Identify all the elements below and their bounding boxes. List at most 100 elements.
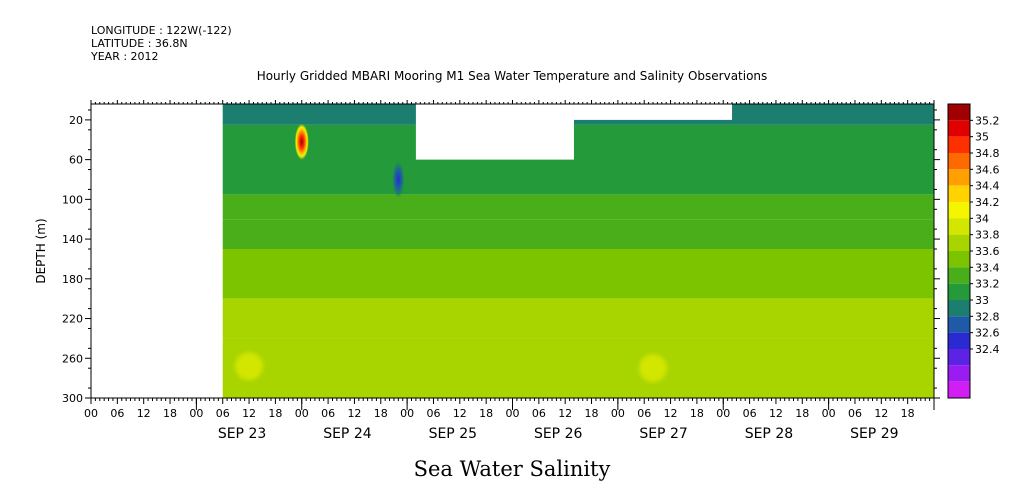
colorbar-label: 33.2 <box>975 278 1000 291</box>
colorbar-swatch <box>948 349 970 366</box>
salinity-band <box>222 249 934 299</box>
colorbar-label: 33.4 <box>975 261 1000 274</box>
colorbar-swatch <box>948 234 970 251</box>
colorbar-swatch <box>948 202 970 219</box>
colorbar-label: 32.4 <box>975 343 1000 356</box>
x-tick-label: 12 <box>664 407 678 420</box>
x-tick-label: 06 <box>321 407 335 420</box>
salinity-band <box>222 298 934 339</box>
x-tick-label: 18 <box>374 407 388 420</box>
colorbar-label: 35 <box>975 131 989 144</box>
high-salinity-spot <box>294 123 309 160</box>
x-tick-label: 18 <box>901 407 915 420</box>
y-tick-label: 140 <box>62 233 83 246</box>
x-tick-label: 00 <box>295 407 309 420</box>
x-tick-label: 06 <box>637 407 651 420</box>
x-tick-label: 00 <box>611 407 625 420</box>
colorbar-swatch <box>948 185 970 202</box>
colorbar-label: 34.2 <box>975 196 1000 209</box>
x-tick-label: 00 <box>506 407 520 420</box>
salinity-band <box>222 338 934 398</box>
colorbar-swatch <box>948 267 970 284</box>
x-day-label: SEP 27 <box>639 426 687 442</box>
data-gaps <box>415 104 733 160</box>
y-tick-label: 220 <box>62 313 83 326</box>
x-tick-label: 18 <box>795 407 809 420</box>
data-gap <box>573 104 733 120</box>
colorbar-label: 35.2 <box>975 114 1000 127</box>
colorbar-label: 34.4 <box>975 180 1000 193</box>
colorbar-label: 34.8 <box>975 147 1000 160</box>
colorbar-swatch <box>948 332 970 349</box>
salinity-field <box>222 104 934 398</box>
colorbar-swatch <box>948 120 970 137</box>
x-tick-label: 18 <box>690 407 704 420</box>
data-gap <box>415 104 574 160</box>
x-tick-label: 18 <box>163 407 177 420</box>
colorbar-swatch <box>948 283 970 300</box>
colorbar-swatch <box>948 136 970 153</box>
y-axis: 20 60 100 140 180 220 260 300 <box>62 109 940 405</box>
x-day-label: SEP 28 <box>745 426 793 442</box>
x-day-label: SEP 24 <box>323 426 372 442</box>
salinity-band <box>222 194 934 220</box>
x-tick-label: 12 <box>453 407 467 420</box>
x-tick-label: 06 <box>110 407 124 420</box>
x-tick-label: 06 <box>216 407 230 420</box>
salinity-features <box>235 123 667 383</box>
y-tick-label: 260 <box>62 352 83 365</box>
x-tick-label: 00 <box>400 407 414 420</box>
colorbar-label: 34 <box>975 212 989 225</box>
y-tick-label: 20 <box>69 114 83 127</box>
colorbar-label: 33 <box>975 294 989 307</box>
x-day-label: SEP 26 <box>534 426 583 442</box>
colorbar-swatch <box>948 153 970 170</box>
colorbar-label: 32.6 <box>975 327 1000 340</box>
x-day-label: SEP 25 <box>429 426 477 442</box>
colorbar: 35.2 35 34.8 34.6 34.4 34.2 34 33.8 33.6 33.4 33.2… <box>947 103 1000 399</box>
colorbar-swatch <box>948 316 970 333</box>
salinity-patch <box>235 352 264 381</box>
x-tick-label: 00 <box>822 407 836 420</box>
x-tick-label: 00 <box>716 407 730 420</box>
y-tick-label: 180 <box>62 273 83 286</box>
x-tick-label: 18 <box>268 407 282 420</box>
latitude-label: LATITUDE : 36.8N <box>91 37 188 50</box>
x-tick-label: 06 <box>532 407 546 420</box>
x-tick-label: 00 <box>189 407 203 420</box>
y-tick-label: 60 <box>69 154 83 167</box>
colorbar-swatch <box>948 218 970 235</box>
x-tick-label: 18 <box>479 407 493 420</box>
x-tick-label: 12 <box>242 407 256 420</box>
x-tick-label: 06 <box>426 407 440 420</box>
colorbar-label: 32.8 <box>975 310 1000 323</box>
x-tick-label: 06 <box>743 407 757 420</box>
x-tick-label: 12 <box>874 407 888 420</box>
low-salinity-spot <box>392 161 405 198</box>
y-tick-label: 100 <box>62 193 83 206</box>
colorbar-label: 34.6 <box>975 163 1000 176</box>
x-axis-label: Sea Water Salinity <box>414 457 611 481</box>
x-day-label: SEP 23 <box>218 426 266 442</box>
x-tick-label: 12 <box>769 407 783 420</box>
y-axis-label: DEPTH (m) <box>34 218 48 283</box>
colorbar-swatch <box>948 104 970 121</box>
colorbar-label: 33.6 <box>975 245 1000 258</box>
year-label: YEAR : 2012 <box>91 50 159 63</box>
salinity-band <box>222 124 934 195</box>
x-day-label: SEP 29 <box>850 426 898 442</box>
x-tick-label: 18 <box>585 407 599 420</box>
colorbar-swatch <box>948 365 970 382</box>
x-tick-label: 12 <box>347 407 361 420</box>
y-tick-label: 300 <box>62 392 83 405</box>
colorbar-label: 33.8 <box>975 229 1000 242</box>
x-axis: 00 06 12 18 00 06 12 18 00 06 12 18 00 06 12 18 00 06 12 18… <box>84 100 935 442</box>
x-tick-label: 12 <box>137 407 151 420</box>
colorbar-swatch <box>948 169 970 186</box>
salinity-band <box>222 219 934 250</box>
x-tick-label: 06 <box>848 407 862 420</box>
salinity-patch <box>639 354 667 383</box>
longitude-label: LONGITUDE : 122W(-122) <box>91 24 232 37</box>
colorbar-swatch <box>948 300 970 317</box>
